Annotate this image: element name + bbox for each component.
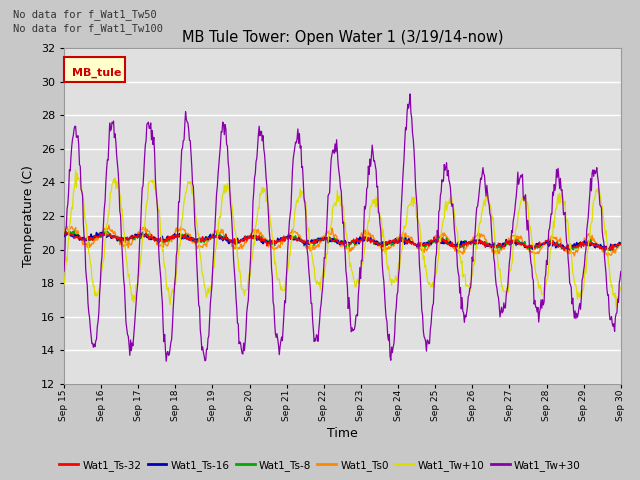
Y-axis label: Temperature (C): Temperature (C) — [22, 165, 35, 267]
X-axis label: Time: Time — [327, 427, 358, 440]
Legend: Wat1_Ts-32, Wat1_Ts-16, Wat1_Ts-8, Wat1_Ts0, Wat1_Tw+10, Wat1_Tw+30: Wat1_Ts-32, Wat1_Ts-16, Wat1_Ts-8, Wat1_… — [55, 456, 585, 475]
Text: MB_tule: MB_tule — [72, 67, 122, 78]
Title: MB Tule Tower: Open Water 1 (3/19/14-now): MB Tule Tower: Open Water 1 (3/19/14-now… — [182, 30, 503, 46]
Text: No data for f_Wat1_Tw100: No data for f_Wat1_Tw100 — [13, 23, 163, 34]
Text: No data for f_Wat1_Tw50: No data for f_Wat1_Tw50 — [13, 9, 157, 20]
